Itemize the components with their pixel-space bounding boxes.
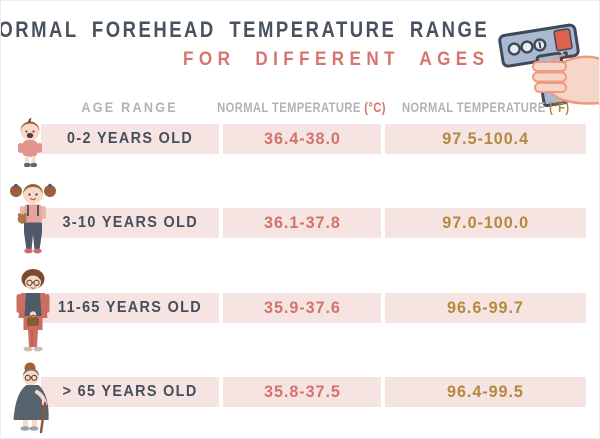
- table-row: 11-65 YEARS OLD 35.9-37.6 96.6-99.7: [1, 293, 599, 323]
- thermometer-gun-icon: [498, 23, 599, 107]
- age-cell: > 65 YEARS OLD: [41, 377, 219, 407]
- table-row: 3-10 YEARS OLD 36.1-37.8 97.0-100.0: [1, 208, 599, 238]
- title-line-2: FOR DIFFERENT AGES: [182, 49, 489, 70]
- fahrenheit-unit-label: (°F): [548, 99, 570, 115]
- table-row: > 65 YEARS OLD 35.8-37.5 96.4-99.5: [1, 377, 599, 407]
- age-cell: 0-2 YEARS OLD: [41, 124, 219, 154]
- celsius-cell: 36.1-37.8: [223, 208, 381, 238]
- table-header-row: AGE RANGE NORMAL TEMPERATURE (°C) NORMAL…: [1, 97, 599, 117]
- table-row: 0-2 YEARS OLD 36.4-38.0 97.5-100.4: [1, 124, 599, 154]
- celsius-cell: 35.9-37.6: [223, 293, 381, 323]
- celsius-unit-label: (°C): [364, 99, 387, 115]
- column-header-fahrenheit: NORMAL TEMPERATURE (°F): [401, 99, 570, 115]
- figure-elderly-woman-icon: [13, 362, 49, 434]
- fahrenheit-cell: 96.6-99.7: [385, 293, 586, 323]
- title-line-1: NORMAL FOREHEAD TEMPERATURE RANGE: [0, 17, 489, 42]
- figure-girl-icon: [10, 183, 56, 254]
- age-cell: 11-65 YEARS OLD: [41, 293, 219, 323]
- age-cell: 3-10 YEARS OLD: [41, 208, 219, 238]
- fahrenheit-cell: 96.4-99.5: [385, 377, 586, 407]
- figure-woman-icon: [16, 269, 50, 352]
- fahrenheit-cell: 97.5-100.4: [385, 124, 586, 154]
- celsius-cell: 36.4-38.0: [223, 124, 381, 154]
- figure-baby-icon: [18, 118, 42, 167]
- fahrenheit-cell: 97.0-100.0: [385, 208, 586, 238]
- page-title: NORMAL FOREHEAD TEMPERATURE RANGE FOR DI…: [0, 17, 489, 71]
- celsius-cell: 35.8-37.5: [223, 377, 381, 407]
- column-header-age-range: AGE RANGE: [81, 99, 179, 115]
- column-header-celsius: NORMAL TEMPERATURE (°C): [217, 99, 387, 115]
